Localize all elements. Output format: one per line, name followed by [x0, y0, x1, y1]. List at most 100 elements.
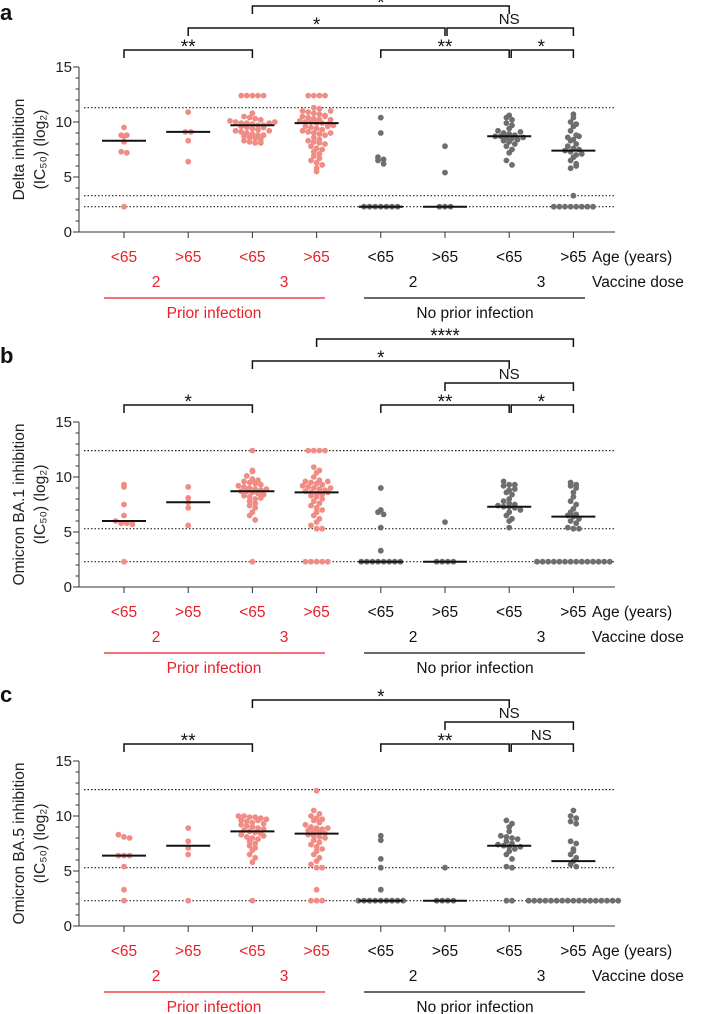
- significance-bracket: [446, 27, 575, 36]
- data-point: [316, 500, 323, 507]
- data-point: [509, 835, 515, 841]
- data-point: [570, 493, 577, 500]
- significance-label: *: [538, 37, 546, 58]
- data-point: [243, 92, 250, 99]
- data-point: [570, 846, 577, 852]
- y-tick-label: 10: [55, 469, 72, 486]
- data-point: [302, 558, 309, 565]
- data-point: [249, 859, 256, 866]
- data-point: [121, 886, 127, 893]
- data-point: [316, 477, 323, 484]
- significance-bracket: [510, 743, 575, 752]
- data-point: [573, 863, 580, 870]
- data-point: [316, 486, 323, 492]
- data-point: [121, 512, 127, 519]
- significance-bracket: [251, 699, 510, 708]
- data-point: [553, 897, 560, 904]
- data-point: [567, 498, 574, 505]
- y-tick-label: 5: [64, 863, 72, 880]
- data-point: [313, 504, 320, 511]
- data-point: [319, 846, 326, 852]
- data-point: [310, 110, 317, 117]
- data-point: [305, 484, 312, 490]
- data-point: [503, 838, 510, 845]
- data-point: [310, 464, 317, 470]
- vaccine-dose-label: 2: [409, 274, 418, 291]
- data-point: [377, 837, 384, 844]
- y-axis-label-units: (IC₅₀) (log₂): [32, 110, 49, 190]
- data-point: [327, 108, 334, 114]
- data-point: [324, 558, 331, 565]
- data-point: [249, 558, 256, 565]
- data-point: [305, 114, 312, 121]
- data-point: [517, 507, 524, 513]
- data-point: [246, 114, 253, 121]
- age-label: >65: [175, 249, 201, 266]
- data-point: [573, 132, 580, 139]
- significance-bracket: [251, 360, 510, 369]
- data-point: [308, 479, 314, 486]
- data-point: [377, 832, 384, 839]
- data-point: [308, 841, 314, 848]
- data-point: [377, 524, 384, 531]
- data-point: [121, 501, 127, 508]
- data-point: [509, 864, 515, 871]
- data-point: [525, 897, 532, 904]
- data-point: [308, 157, 314, 164]
- data-point: [257, 481, 264, 488]
- data-point: [564, 143, 571, 150]
- data-point: [573, 481, 580, 488]
- y-tick-label: 5: [64, 169, 72, 186]
- data-point: [255, 825, 261, 831]
- data-point: [313, 886, 320, 893]
- vaccine-dose-row-label: Vaccine dose: [592, 968, 684, 985]
- data-point: [299, 127, 306, 134]
- data-point: [511, 141, 518, 147]
- data-point: [185, 838, 192, 845]
- data-point: [238, 817, 245, 824]
- data-point: [243, 818, 250, 825]
- data-point: [238, 92, 245, 99]
- data-point: [539, 558, 546, 565]
- data-point: [308, 861, 314, 868]
- data-point: [308, 813, 314, 819]
- data-point: [185, 897, 192, 904]
- data-point: [313, 843, 320, 850]
- data-point: [595, 558, 602, 565]
- data-point: [246, 493, 253, 500]
- data-point: [241, 113, 247, 120]
- data-point: [503, 834, 510, 840]
- data-point: [313, 897, 320, 904]
- data-point: [260, 92, 267, 99]
- data-point: [249, 110, 256, 117]
- significance-bracket: [315, 338, 575, 347]
- data-point: [506, 496, 513, 502]
- data-point: [559, 897, 566, 904]
- data-point: [310, 134, 317, 141]
- data-point: [316, 839, 323, 846]
- data-point: [322, 132, 328, 139]
- data-point: [305, 129, 312, 135]
- vaccine-dose-row-label: Vaccine dose: [592, 274, 684, 291]
- data-point: [500, 482, 507, 489]
- data-point: [263, 816, 270, 823]
- data-point: [503, 863, 510, 870]
- data-point: [615, 897, 622, 904]
- data-point: [564, 897, 571, 904]
- data-point: [500, 498, 507, 505]
- age-row-label: Age (years): [592, 604, 672, 621]
- data-point: [310, 104, 317, 111]
- data-point: [567, 838, 574, 845]
- data-point: [316, 467, 323, 474]
- y-tick-label: 10: [55, 114, 72, 131]
- data-point: [548, 897, 554, 904]
- data-point: [246, 502, 253, 509]
- prior-infection-label: Prior infection: [167, 305, 262, 322]
- data-point: [255, 836, 261, 842]
- data-point: [308, 558, 314, 565]
- data-point: [121, 863, 127, 870]
- data-point: [570, 807, 577, 814]
- vaccine-dose-label: 2: [409, 629, 418, 646]
- y-tick-label: 0: [64, 579, 72, 596]
- data-point: [246, 498, 253, 505]
